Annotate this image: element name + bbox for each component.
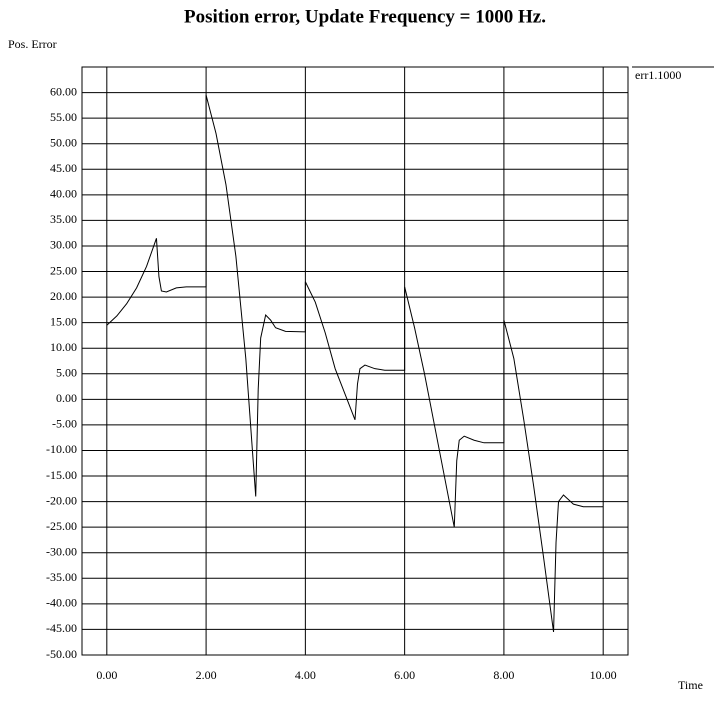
y-tick-label: 10.00: [50, 340, 77, 354]
y-tick-label: -45.00: [46, 621, 77, 635]
legend-label: err1.1000: [635, 68, 681, 82]
data-line: [106, 94, 604, 633]
y-tick-label: 45.00: [50, 161, 77, 175]
x-tick-label: 10.00: [590, 668, 617, 682]
y-tick-label: 20.00: [50, 289, 77, 303]
y-tick-label: 40.00: [50, 187, 77, 201]
y-tick-label: 15.00: [50, 314, 77, 328]
y-tick-label: -35.00: [46, 570, 77, 584]
y-tick-label: 25.00: [50, 263, 77, 277]
x-tick-label: 6.00: [394, 668, 415, 682]
x-tick-label: 4.00: [295, 668, 316, 682]
y-tick-label: 30.00: [50, 238, 77, 252]
y-tick-label: -40.00: [46, 596, 77, 610]
x-tick-label: 2.00: [196, 668, 217, 682]
y-tick-label: 35.00: [50, 212, 77, 226]
y-tick-label: 55.00: [50, 110, 77, 124]
x-axis-label: Time: [678, 678, 703, 692]
y-tick-label: 5.00: [56, 366, 77, 380]
x-tick-label: 8.00: [493, 668, 514, 682]
y-tick-label: -5.00: [52, 417, 77, 431]
y-tick-label: -15.00: [46, 468, 77, 482]
y-tick-label: -20.00: [46, 493, 77, 507]
y-tick-label: -10.00: [46, 442, 77, 456]
y-tick-label: -25.00: [46, 519, 77, 533]
y-axis-label: Pos. Error: [8, 37, 57, 51]
x-tick-label: 0.00: [96, 668, 117, 682]
y-tick-label: -30.00: [46, 544, 77, 558]
plot-frame: [81, 66, 629, 656]
y-tick-label: 0.00: [56, 391, 77, 405]
y-tick-label: -50.00: [46, 647, 77, 661]
y-tick-label: 60.00: [50, 84, 77, 98]
chart-title: Position error, Update Frequency = 1000 …: [184, 6, 546, 27]
y-tick-label: 50.00: [50, 135, 77, 149]
